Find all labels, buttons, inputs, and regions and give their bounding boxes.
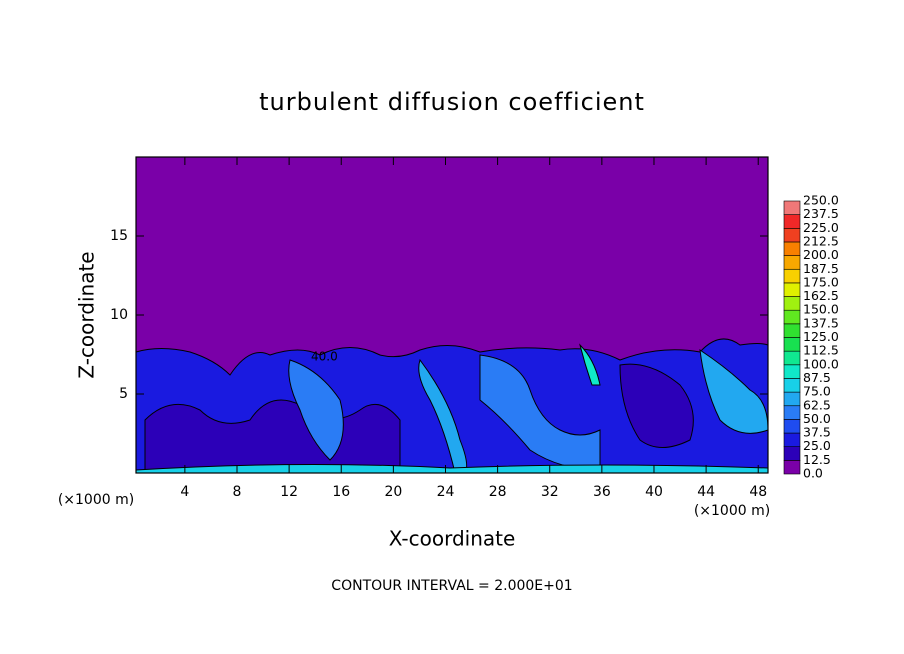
colorbar-band: [783, 460, 801, 475]
colorbar-label: 237.5: [803, 206, 839, 221]
colorbar-band: [783, 214, 801, 229]
colorbar-label: 75.0: [803, 384, 831, 399]
x-axis-label: X-coordinate: [389, 527, 516, 551]
x-tick-label: 24: [437, 484, 455, 500]
colorbar-band: [783, 241, 801, 256]
x-tick-label: 36: [593, 484, 611, 500]
colorbar-label: 100.0: [803, 356, 839, 371]
colorbar-label: 150.0: [803, 302, 839, 317]
colorbar-label: 250.0: [803, 193, 839, 208]
chart-title: turbulent diffusion coefficient: [259, 88, 645, 116]
x-tick-label: 8: [233, 484, 242, 500]
contour-label: 40.0: [311, 350, 338, 364]
colorbar-band: [783, 391, 801, 407]
colorbar-label: 12.5: [803, 452, 831, 467]
y-unit-label: (×1000 m): [58, 492, 134, 508]
colorbar-label: 187.5: [803, 261, 839, 276]
colorbar-label: 200.0: [803, 247, 839, 262]
colorbar-label: 175.0: [803, 274, 839, 289]
x-tick-label: 16: [332, 484, 350, 500]
colorbar-band: [783, 268, 801, 284]
x-tick-label: 44: [697, 484, 715, 500]
x-tick-label: 40: [645, 484, 663, 500]
colorbar-label: 125.0: [803, 329, 839, 344]
x-tick-label: 28: [489, 484, 507, 500]
x-tick-label: 4: [180, 484, 189, 500]
colorbar-band: [783, 446, 801, 461]
colorbar-band: [783, 228, 801, 243]
colorbar-label: 212.5: [803, 233, 839, 248]
colorbar-label: 112.5: [803, 343, 839, 358]
colorbar-label: 162.5: [803, 288, 839, 303]
colorbar-label: 25.0: [803, 438, 831, 453]
colorbar-band: [783, 337, 801, 352]
colorbar-band: [783, 405, 801, 420]
colorbar-band: [783, 378, 801, 393]
colorbar-band: [783, 350, 801, 366]
colorbar-band: [783, 323, 801, 338]
colorbar-band: [783, 200, 801, 215]
colorbar-band: [783, 282, 801, 297]
colorbar-band: [783, 432, 801, 447]
x-tick-label: 48: [749, 484, 767, 500]
colorbar-band: [783, 255, 801, 270]
colorbar-label: 0.0: [803, 466, 823, 481]
colorbar-band: [783, 309, 801, 325]
colorbar-label: 62.5: [803, 397, 831, 412]
y-tick-label: 10: [110, 307, 128, 323]
x-tick-label: 12: [280, 484, 298, 500]
colorbar-label: 137.5: [803, 315, 839, 330]
colorbar-band: [783, 419, 801, 434]
y-tick-label: 5: [119, 386, 128, 402]
colorbar-label: 225.0: [803, 220, 839, 235]
x-tick-label: 20: [384, 484, 402, 500]
colorbar-label: 87.5: [803, 370, 831, 385]
colorbar-label: 37.5: [803, 425, 831, 440]
y-axis-label: Z-coordinate: [75, 251, 99, 378]
colorbar-band: [783, 364, 801, 379]
x-tick-label: 32: [541, 484, 559, 500]
colorbar-label: 50.0: [803, 411, 831, 426]
field-decoration: [135, 338, 769, 474]
footnote: CONTOUR INTERVAL = 2.000E+01: [331, 578, 572, 594]
y-tick-label: 15: [110, 228, 128, 244]
colorbar-band: [783, 296, 801, 311]
x-unit-label: (×1000 m): [694, 503, 770, 519]
